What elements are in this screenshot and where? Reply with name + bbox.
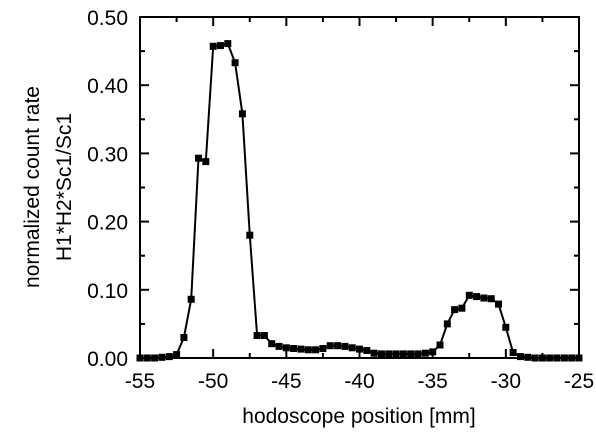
x-tick-label: -45: [271, 370, 301, 393]
x-tick-label: -50: [198, 370, 228, 393]
data-point: [173, 351, 181, 359]
y-tick-label: 0.50: [87, 7, 128, 30]
data-point: [202, 158, 210, 166]
data-point: [341, 342, 349, 350]
data-point: [209, 42, 217, 50]
data-point: [546, 354, 554, 362]
data-point: [304, 346, 312, 354]
data-point: [378, 350, 385, 358]
plot-frame: [139, 16, 580, 359]
x-tick-label: -40: [344, 370, 374, 393]
y-tick-label: 0.00: [87, 348, 128, 371]
y-tick-label: 0.20: [87, 212, 128, 235]
data-point: [451, 306, 459, 314]
data-point: [253, 332, 261, 339]
data-point: [480, 294, 488, 302]
data-point: [509, 349, 517, 356]
data-point: [231, 59, 239, 67]
y-tick-label: 0.10: [87, 280, 128, 303]
data-point: [187, 295, 195, 303]
y-axis-label-line2: H1*H2*Sc1/Sc1: [53, 113, 76, 261]
data-point: [136, 354, 144, 362]
series-line: [140, 42, 579, 359]
data-point: [275, 342, 283, 350]
series-layer: [136, 40, 583, 362]
data-point: [538, 354, 546, 362]
data-point: [553, 354, 561, 362]
data-point: [319, 345, 327, 352]
data-point: [465, 291, 473, 299]
x-tick-label: -35: [417, 370, 447, 393]
data-point: [312, 346, 320, 354]
x-tick-label: -30: [491, 370, 521, 393]
data-point: [568, 354, 576, 362]
data-point: [436, 341, 444, 349]
data-point: [165, 353, 173, 361]
data-point: [370, 349, 378, 357]
data-point: [363, 347, 371, 354]
x-tick-label: -55: [125, 370, 155, 393]
data-point: [531, 354, 539, 362]
y-ticks: 0.00 0.10 0.20 0.30 0.40 0.50: [87, 7, 579, 371]
x-tick-label: -25: [564, 370, 594, 393]
data-point: [195, 154, 202, 162]
data-point: [158, 353, 166, 361]
data-point: [180, 334, 188, 341]
data-point: [217, 42, 224, 50]
data-point: [421, 349, 429, 357]
data-point: [326, 342, 334, 350]
data-point: [356, 345, 363, 353]
data-point: [517, 353, 524, 361]
y-tick-label: 0.40: [87, 75, 128, 98]
data-point: [429, 348, 437, 356]
data-point: [495, 300, 502, 308]
x-axis-label: hodoscope position [mm]: [242, 405, 475, 428]
data-point: [443, 320, 451, 328]
data-point: [224, 40, 232, 48]
data-point: [151, 354, 159, 362]
data-point: [238, 110, 246, 118]
data-point: [143, 354, 151, 362]
data-point: [297, 345, 305, 353]
y-tick-label: 0.30: [87, 143, 128, 166]
data-point: [282, 344, 290, 352]
data-point: [260, 332, 268, 339]
data-point: [487, 295, 495, 303]
data-point: [473, 293, 481, 301]
data-point: [290, 345, 298, 352]
data-point: [560, 354, 568, 362]
data-point: [399, 350, 407, 358]
data-point: [458, 304, 466, 312]
data-point: [414, 350, 422, 358]
data-point: [502, 323, 510, 331]
data-point: [575, 354, 583, 362]
data-point: [524, 353, 532, 361]
data-point: [407, 350, 415, 358]
data-point: [348, 344, 356, 352]
data-point: [334, 342, 342, 350]
data-point: [246, 231, 254, 239]
data-point: [392, 350, 400, 358]
data-point: [268, 340, 276, 348]
data-point: [385, 350, 393, 358]
x-ticks: -55 -50 -45 -40 -35 -30 -25: [125, 17, 594, 393]
y-axis-label-line1: normalized count rate: [21, 86, 44, 288]
